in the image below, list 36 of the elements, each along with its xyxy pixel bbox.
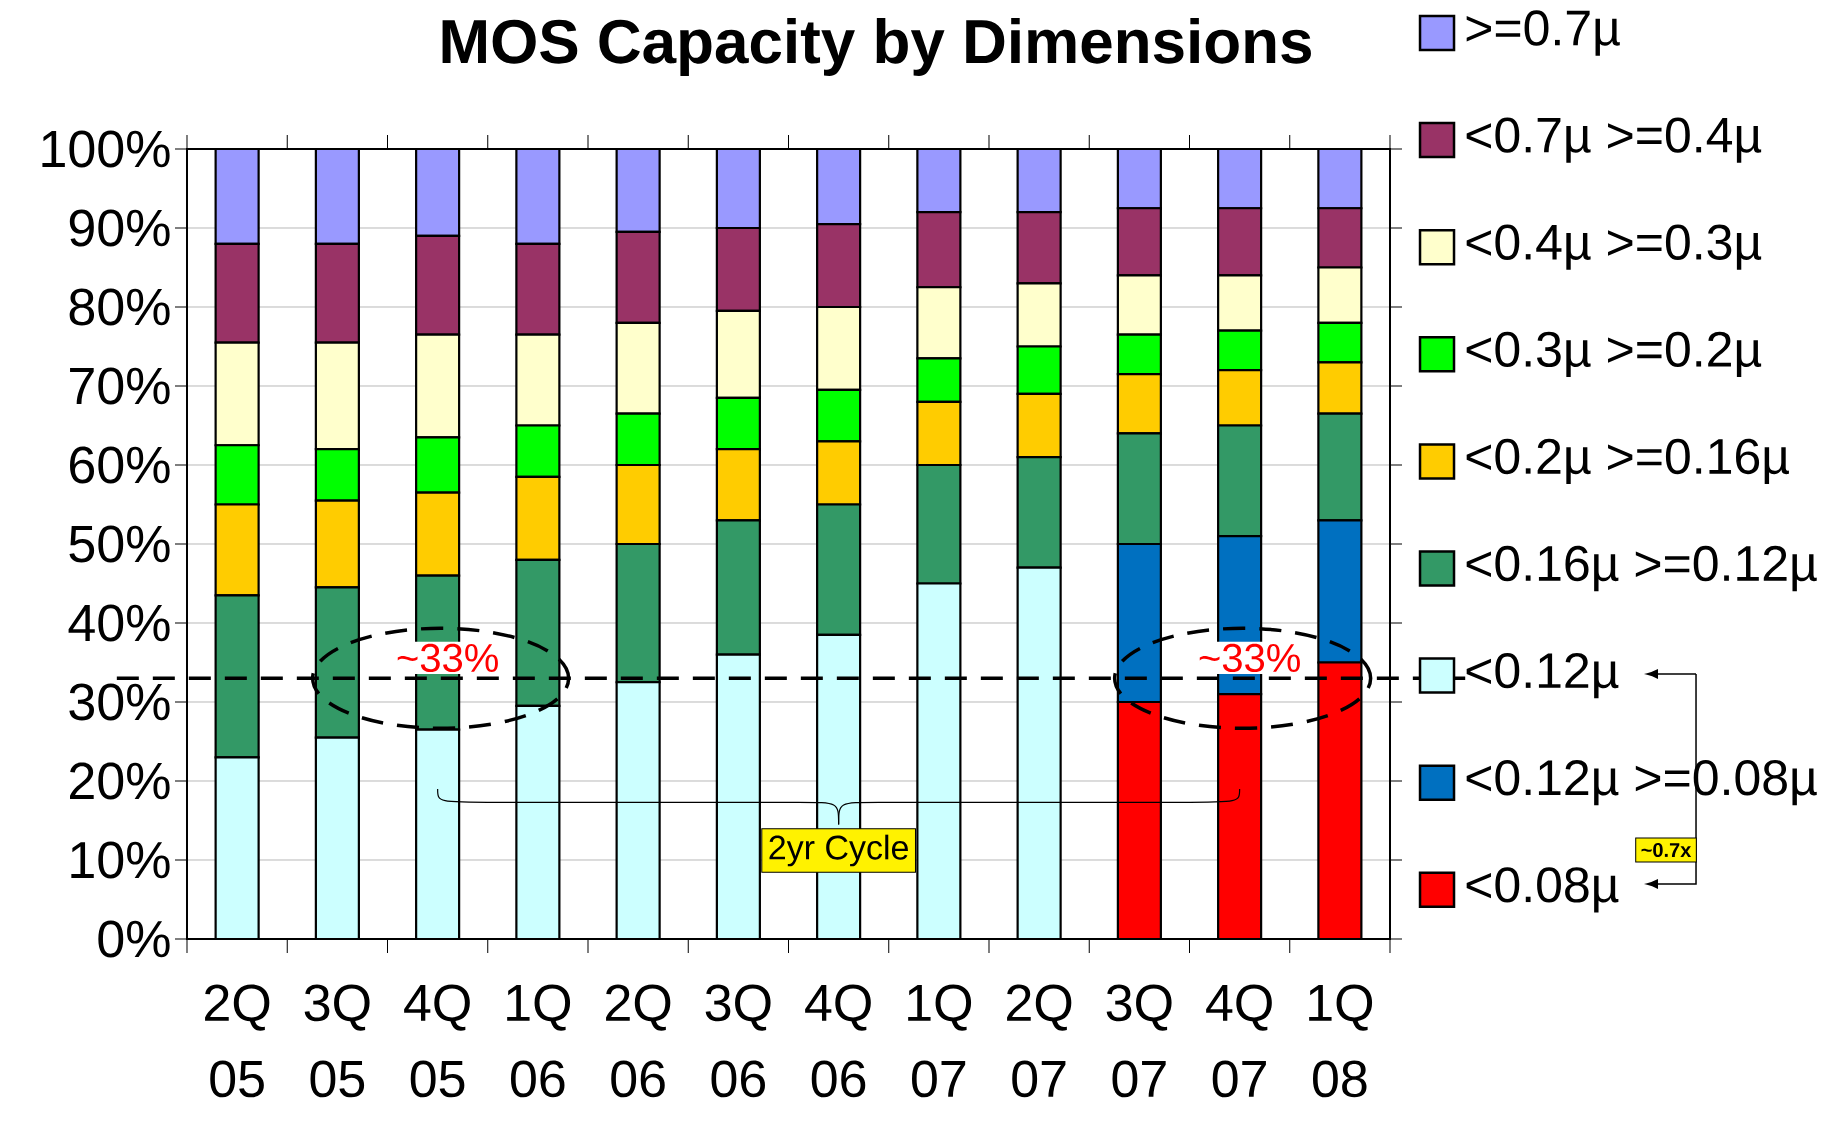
- x-tick-label: 4Q 06: [805, 984, 871, 1098]
- legend-label: <0.3µ >=0.2µ: [1466, 331, 1762, 377]
- x-tick-label: 4Q 05: [404, 984, 470, 1098]
- y-tick-label: 100%: [42, 130, 170, 168]
- x-tick-label: 2Q 06: [606, 984, 671, 1098]
- y-tick-label: 0%: [98, 920, 170, 958]
- x-tick-label: 1Q 07: [908, 984, 972, 1098]
- x-tick-label: 3Q 06: [705, 984, 771, 1098]
- x-tick-label: 3Q 05: [304, 984, 370, 1098]
- y-tick-label: 20%: [70, 762, 170, 800]
- legend-label: <0.7µ >=0.4µ: [1466, 117, 1762, 163]
- legend-label: <0.4µ >=0.3µ: [1466, 224, 1762, 270]
- annotation: ~33%: [1199, 643, 1300, 673]
- x-tick-label: 1Q 08: [1309, 984, 1373, 1098]
- legend-label: >=0.7µ: [1466, 10, 1620, 56]
- legend-label: <0.12µ: [1466, 652, 1619, 699]
- legend-label: <0.16µ >=0.12µ: [1466, 545, 1817, 592]
- x-tick-label: 3Q 07: [1106, 984, 1172, 1098]
- annotation: ~33%: [397, 643, 498, 673]
- x-tick-label: 2Q 05: [205, 984, 270, 1098]
- x-tick-label: 2Q 07: [1007, 984, 1072, 1098]
- y-tick-label: 80%: [69, 288, 170, 326]
- x-tick-label: 1Q 06: [507, 984, 571, 1098]
- y-tick-label: 50%: [69, 525, 170, 563]
- y-tick-label: 60%: [70, 446, 170, 484]
- legend-label: <0.2µ >=0.16µ: [1466, 438, 1789, 485]
- legend-label: <0.08µ: [1466, 867, 1619, 913]
- y-tick-label: 70%: [70, 367, 170, 405]
- y-tick-label: 90%: [69, 209, 170, 247]
- text: ~0.7x: [1641, 842, 1692, 858]
- chart-title: MOS Capacity by Dimensions: [442, 18, 1311, 76]
- annotation: 2yr Cycle: [769, 834, 908, 867]
- x-tick-label: 4Q 07: [1206, 984, 1272, 1098]
- y-tick-label: 40%: [68, 604, 170, 642]
- y-tick-label: 10%: [71, 841, 170, 879]
- y-tick-label: 30%: [69, 683, 170, 721]
